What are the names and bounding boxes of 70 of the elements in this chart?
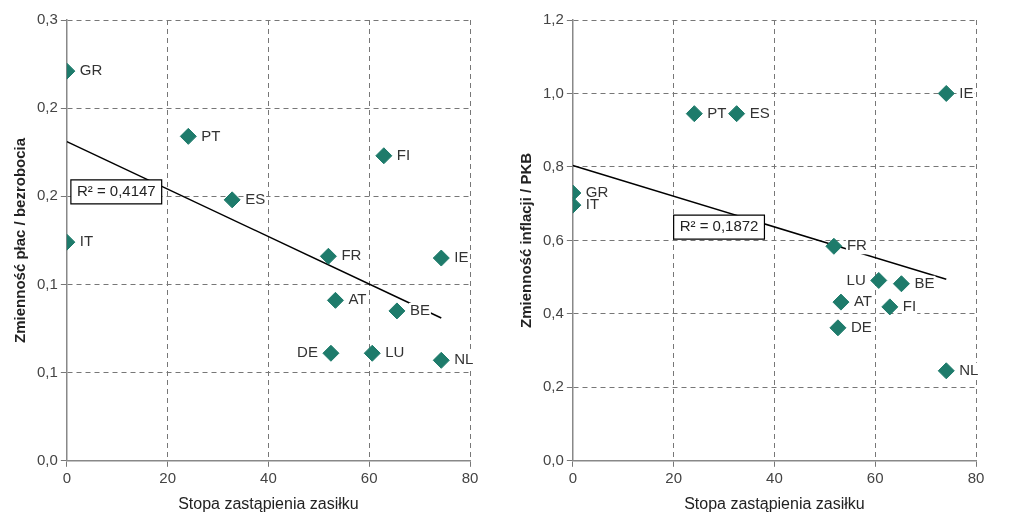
point xyxy=(388,302,406,320)
annotation: PT xyxy=(201,126,221,144)
point xyxy=(892,275,910,293)
point xyxy=(832,293,850,311)
x-tick-label: 40 xyxy=(260,468,277,486)
x-tick-label: 0 xyxy=(62,468,72,486)
y-tick-label: 0,2 xyxy=(36,186,58,204)
y-tick-label: 0,0 xyxy=(542,450,564,468)
annotation: FI xyxy=(902,297,917,315)
annotation: BE xyxy=(914,273,935,291)
annotation: DE xyxy=(850,317,872,335)
annotation: DE xyxy=(297,343,318,361)
point xyxy=(829,319,847,337)
y-tick-label: 1,0 xyxy=(542,83,564,101)
annotation: LU xyxy=(846,270,866,288)
y-axis-title: Zmienność inflacji / PKB xyxy=(517,152,535,328)
annotation: FR xyxy=(341,246,362,264)
y-tick-label: 0,2 xyxy=(36,98,58,116)
y-tick-label: 1,2 xyxy=(542,10,564,28)
annotation: NL xyxy=(959,360,979,378)
annotation: LU xyxy=(385,343,405,361)
x-axis-title: Stopa zastąpienia zasiłku xyxy=(684,494,865,512)
point xyxy=(179,127,197,145)
annotation: GR xyxy=(79,61,103,79)
point xyxy=(322,344,340,362)
y-tick-label: 0,0 xyxy=(36,450,58,468)
annotation: R² = 0,4147 xyxy=(76,182,156,200)
point xyxy=(326,291,344,309)
annotation: IE xyxy=(959,83,974,101)
annotation: FI xyxy=(396,145,411,163)
annotation: BE xyxy=(409,301,430,319)
point xyxy=(881,298,899,316)
annotation: AT xyxy=(348,290,367,308)
point xyxy=(937,84,955,102)
x-tick-label: 20 xyxy=(159,468,176,486)
point xyxy=(432,249,450,267)
y-tick-label: 0,4 xyxy=(542,304,564,322)
y-tick-label: 0,8 xyxy=(542,157,564,175)
y-tick-label: 0,1 xyxy=(36,362,58,380)
x-tick-label: 20 xyxy=(665,468,682,486)
point xyxy=(432,351,450,369)
x-tick-label: 80 xyxy=(967,468,985,486)
annotation: IE xyxy=(454,248,469,266)
point xyxy=(375,147,393,165)
point xyxy=(319,247,337,265)
point xyxy=(825,237,843,255)
annotation: R² = 0,1872 xyxy=(679,217,759,235)
y-axis-title: Zmienność płac / bezrobocia xyxy=(11,137,29,343)
x-tick-label: 60 xyxy=(866,468,884,486)
y-tick-label: 0,6 xyxy=(542,230,564,248)
annotation: FR xyxy=(846,236,868,254)
x-tick-label: 40 xyxy=(766,468,783,486)
point xyxy=(937,362,955,380)
x-tick-label: 60 xyxy=(360,468,378,486)
annotation: PT xyxy=(707,103,727,121)
annotation: IT xyxy=(79,232,94,250)
x-tick-label: 80 xyxy=(461,468,479,486)
y-tick-label: 0,2 xyxy=(542,377,564,395)
point xyxy=(223,191,241,209)
annotation: ES xyxy=(245,189,266,207)
point xyxy=(363,344,381,362)
annotation: AT xyxy=(853,292,873,310)
y-tick-label: 0,3 xyxy=(36,10,58,28)
y-tick-label: 0,1 xyxy=(36,274,58,292)
x-tick-label: 0 xyxy=(568,468,578,486)
point xyxy=(870,271,888,289)
annotation: NL xyxy=(454,350,474,368)
x-axis-title: Stopa zastąpienia zasiłku xyxy=(178,494,359,512)
annotation: ES xyxy=(749,103,770,121)
point xyxy=(728,105,746,123)
